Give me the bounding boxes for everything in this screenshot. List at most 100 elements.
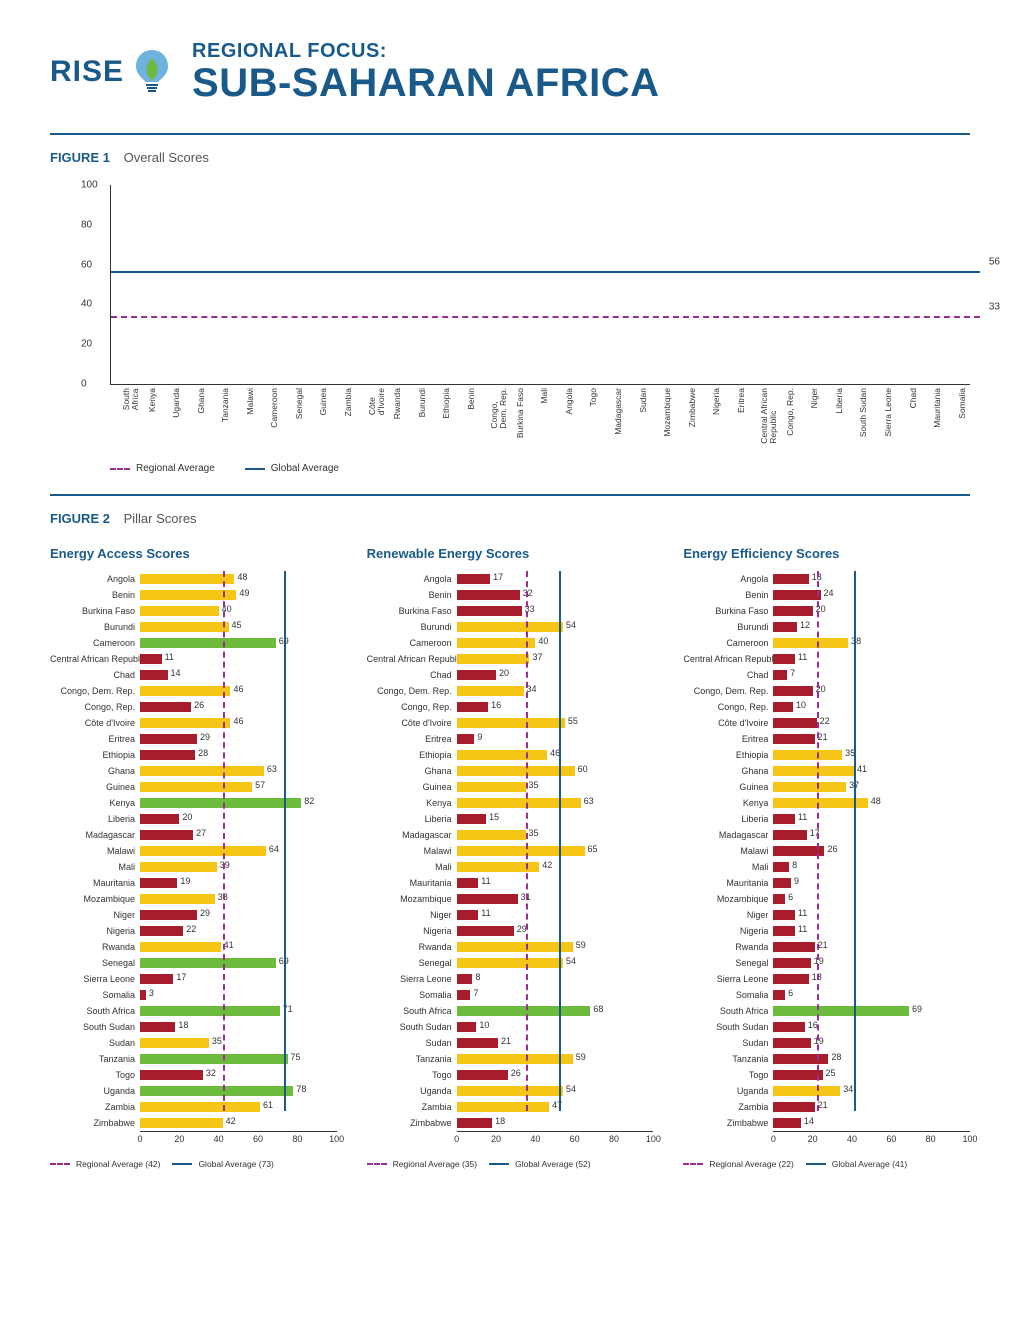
hbar-value: 17 — [176, 972, 186, 982]
hbar-row: Rwanda21 — [683, 939, 970, 955]
hbar-track: 37 — [457, 654, 654, 664]
hbar-fill — [457, 1086, 563, 1096]
bar-fill: 43 — [334, 382, 355, 384]
hbar-value: 48 — [237, 572, 247, 582]
bar-fill: 54 — [211, 382, 232, 384]
pillar-title: Energy Efficiency Scores — [683, 546, 970, 561]
hbar-fill — [140, 942, 221, 952]
bar-fill: 35 — [457, 382, 478, 384]
hbar-fill — [773, 750, 842, 760]
hbar-value: 75 — [291, 1052, 301, 1062]
hbar-fill — [457, 670, 496, 680]
hbar-label: Cameroon — [683, 638, 773, 648]
hbar-row: Togo25 — [683, 1067, 970, 1083]
x-tick: 20 — [808, 1134, 818, 1144]
hbar-label: Guinea — [367, 782, 457, 792]
bar-fill: 20 — [751, 382, 772, 384]
hbar-fill — [457, 782, 526, 792]
hbar-track: 6 — [773, 990, 970, 1000]
hbar-row: Malawi65 — [367, 843, 654, 859]
hbar-row: Mauritania 19 — [50, 875, 337, 891]
hbar-fill — [140, 894, 215, 904]
hbar-row: Sudan35 — [50, 1035, 337, 1051]
hbar-fill — [140, 766, 264, 776]
hbar-label: Mozambique — [50, 894, 140, 904]
bar-column: 37Burundi — [406, 382, 431, 384]
legend-line-regional — [110, 468, 130, 470]
hbar-fill — [457, 734, 475, 744]
hbar-row: Benin24 — [683, 587, 970, 603]
hbar-label: Malawi — [683, 846, 773, 856]
hbar-label: Mozambique — [683, 894, 773, 904]
hbar-value: 63 — [267, 764, 277, 774]
y-tick: 100 — [81, 180, 98, 191]
hbar-track: 21 — [457, 1038, 654, 1048]
hbar-label: South Sudan — [683, 1022, 773, 1032]
hbar-value: 20 — [499, 668, 509, 678]
hbar-value: 32 — [206, 1068, 216, 1078]
hbar-fill — [773, 686, 812, 696]
hbar-track: 42 — [140, 1118, 337, 1128]
hbar-row: Eritrea9 — [367, 731, 654, 747]
hbar-fill — [457, 718, 565, 728]
hbar-label: Congo, Rep. — [683, 702, 773, 712]
hbar-label: Benin — [367, 590, 457, 600]
hbar-track: 48 — [773, 798, 970, 808]
bar-fill: 5 — [947, 382, 968, 384]
hbar-row: Tanzania75 — [50, 1051, 337, 1067]
hbar-label: Nigeria — [367, 926, 457, 936]
hbar-bars-area: Angola48Benin49Burkina Faso40Burundi45Ca… — [50, 571, 337, 1131]
hbar-fill — [457, 1118, 492, 1128]
hbar-track: 46 — [457, 750, 654, 760]
hbar-row: Malawi64 — [50, 843, 337, 859]
hbar-value: 48 — [871, 796, 881, 806]
hbar-row: Zimbabwe42 — [50, 1115, 337, 1131]
hbar-track: 18 — [457, 1118, 654, 1128]
hbar-fill — [457, 942, 573, 952]
hbar-row: Burundi54 — [367, 619, 654, 635]
hbar-fill — [140, 670, 168, 680]
hbar-value: 6 — [788, 988, 793, 998]
hbar-value: 63 — [584, 796, 594, 806]
hbar-label: Mozambique — [367, 894, 457, 904]
hbar-track: 82 — [140, 798, 337, 808]
hbar-track: 47 — [457, 1102, 654, 1112]
hbar-track: 20 — [140, 814, 337, 824]
hbar-row: Mozambique31 — [367, 891, 654, 907]
x-tick: 20 — [174, 1134, 184, 1144]
hbar-fill — [773, 814, 795, 824]
y-tick: 40 — [81, 299, 92, 310]
bar-column: 64Kenya — [136, 382, 161, 384]
hbar-track: 11 — [773, 814, 970, 824]
bar-column: 15Liberia — [823, 382, 848, 384]
y-tick: 20 — [81, 339, 92, 350]
hbar-row: Mauritania9 — [683, 875, 970, 891]
hbar-row: Kenya63 — [367, 795, 654, 811]
figure2-title: FIGURE 2 Pillar Scores — [50, 511, 970, 526]
hbar-row: Ethiopia46 — [367, 747, 654, 763]
legend-global: Global Average — [245, 463, 339, 474]
hbar-fill — [457, 814, 487, 824]
hbar-fill — [773, 638, 848, 648]
hbar-label: Malawi — [50, 846, 140, 856]
hbar-row: Togo26 — [367, 1067, 654, 1083]
hbar-row: Chad7 — [683, 667, 970, 683]
hbar-fill — [773, 1006, 909, 1016]
hbar-label: South Africa — [683, 1006, 773, 1016]
hbar-row: Sierra Leone8 — [367, 971, 654, 987]
hbar-row: Eritrea21 — [683, 731, 970, 747]
legend-regional-label: Regional Average (22) — [709, 1159, 793, 1169]
hbar-row: South Africa68 — [367, 1003, 654, 1019]
hbar-value: 7 — [790, 668, 795, 678]
bar-fill: 28 — [579, 382, 600, 384]
bar-column: 30Mali — [528, 382, 553, 384]
bar-label: Côted'Ivoire — [368, 388, 385, 415]
pillar-legend: Regional Average (35)Global Average (52) — [367, 1159, 654, 1169]
hbar-value: 19 — [180, 876, 190, 886]
hbar-fill — [140, 574, 234, 584]
hbar-label: Mauritania — [50, 878, 140, 888]
hbar-label: Burundi — [50, 622, 140, 632]
hbar-fill — [140, 990, 146, 1000]
hbar-row: Sierra Leone17 — [50, 971, 337, 987]
hbar-value: 11 — [165, 652, 174, 662]
